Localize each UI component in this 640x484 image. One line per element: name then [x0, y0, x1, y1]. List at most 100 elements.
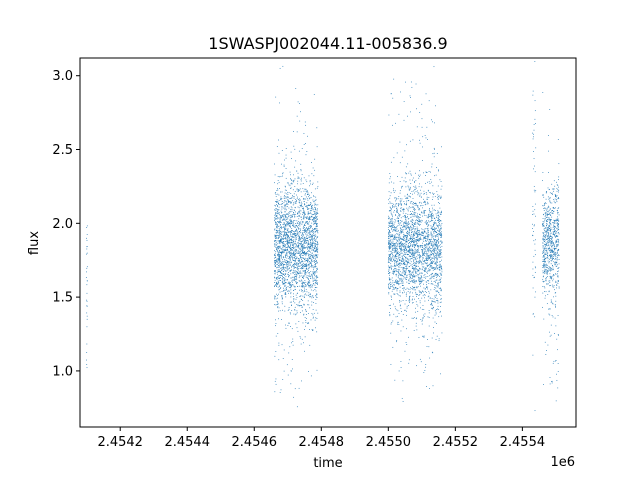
data-point: [440, 253, 442, 255]
data-point: [285, 296, 287, 298]
data-point: [408, 207, 410, 209]
data-point: [308, 229, 310, 231]
data-point: [285, 276, 287, 278]
data-point: [287, 217, 289, 219]
data-point: [288, 200, 290, 202]
data-point: [407, 115, 408, 117]
data-point: [298, 207, 300, 209]
data-point: [415, 261, 417, 263]
data-point: [400, 253, 401, 255]
data-point: [419, 139, 420, 141]
data-point: [302, 268, 304, 269]
data-point: [288, 182, 289, 184]
data-point: [413, 317, 415, 318]
data-point: [417, 234, 419, 236]
data-point: [428, 299, 429, 301]
data-point: [392, 285, 394, 287]
data-point: [274, 237, 276, 239]
data-point: [288, 201, 289, 203]
data-point: [439, 253, 441, 255]
data-point: [390, 236, 392, 237]
data-point: [314, 200, 315, 202]
data-point: [277, 307, 278, 309]
data-point: [286, 257, 288, 259]
data-point: [309, 233, 310, 235]
data-point: [436, 273, 438, 275]
data-point: [294, 215, 296, 217]
data-point: [277, 180, 279, 181]
data-point: [399, 200, 401, 202]
data-point: [411, 241, 413, 242]
data-point: [439, 263, 441, 265]
data-point: [280, 274, 282, 276]
data-point: [312, 285, 314, 287]
data-point: [424, 201, 426, 203]
data-point: [398, 280, 400, 282]
data-point: [416, 233, 418, 235]
data-point: [311, 254, 313, 256]
data-point: [405, 294, 407, 295]
data-point: [430, 261, 432, 263]
data-point: [286, 239, 288, 240]
data-point: [427, 265, 429, 267]
data-point: [431, 276, 433, 278]
data-point: [420, 281, 422, 282]
data-point: [397, 222, 399, 224]
data-point: [277, 176, 279, 178]
data-point: [292, 344, 294, 346]
data-point: [439, 216, 441, 218]
data-point: [396, 239, 398, 241]
data-point: [407, 230, 408, 232]
data-point: [289, 251, 290, 252]
data-point: [274, 218, 276, 220]
data-point: [427, 229, 429, 231]
data-point: [280, 271, 281, 272]
data-point: [308, 205, 309, 207]
data-point: [305, 314, 307, 315]
data-point: [388, 243, 389, 245]
data-point: [314, 223, 315, 224]
data-point: [298, 189, 299, 190]
data-point: [436, 227, 437, 229]
data-point: [426, 272, 428, 274]
data-point: [409, 266, 410, 267]
data-point: [427, 225, 429, 227]
data-point: [291, 183, 293, 185]
data-point: [285, 241, 286, 243]
data-point: [414, 234, 415, 236]
data-point: [397, 240, 399, 242]
data-point: [301, 260, 303, 262]
data-point: [315, 218, 317, 219]
data-point: [316, 230, 318, 232]
data-point: [316, 270, 317, 271]
data-point: [439, 267, 441, 269]
data-point: [402, 226, 404, 228]
data-point: [285, 200, 287, 202]
data-point: [298, 235, 300, 237]
data-point: [293, 269, 294, 271]
data-point: [315, 249, 317, 251]
data-point: [430, 192, 431, 194]
data-point: [301, 247, 303, 249]
data-point: [419, 221, 421, 223]
data-point: [420, 260, 421, 262]
data-point: [409, 227, 411, 229]
data-point: [291, 239, 292, 240]
data-point: [274, 279, 276, 281]
data-point: [401, 272, 403, 274]
data-point: [414, 226, 416, 228]
data-point: [311, 301, 313, 303]
data-point: [312, 273, 314, 275]
data-point: [316, 275, 318, 277]
data-point: [306, 229, 308, 230]
data-point: [311, 259, 313, 261]
data-point: [304, 350, 305, 352]
data-point: [307, 198, 309, 200]
data-point: [398, 276, 399, 278]
data-point: [277, 246, 279, 248]
data-point: [280, 235, 281, 237]
data-point: [278, 152, 280, 154]
data-point: [394, 237, 396, 239]
data-point: [297, 196, 298, 198]
data-point: [407, 226, 409, 228]
